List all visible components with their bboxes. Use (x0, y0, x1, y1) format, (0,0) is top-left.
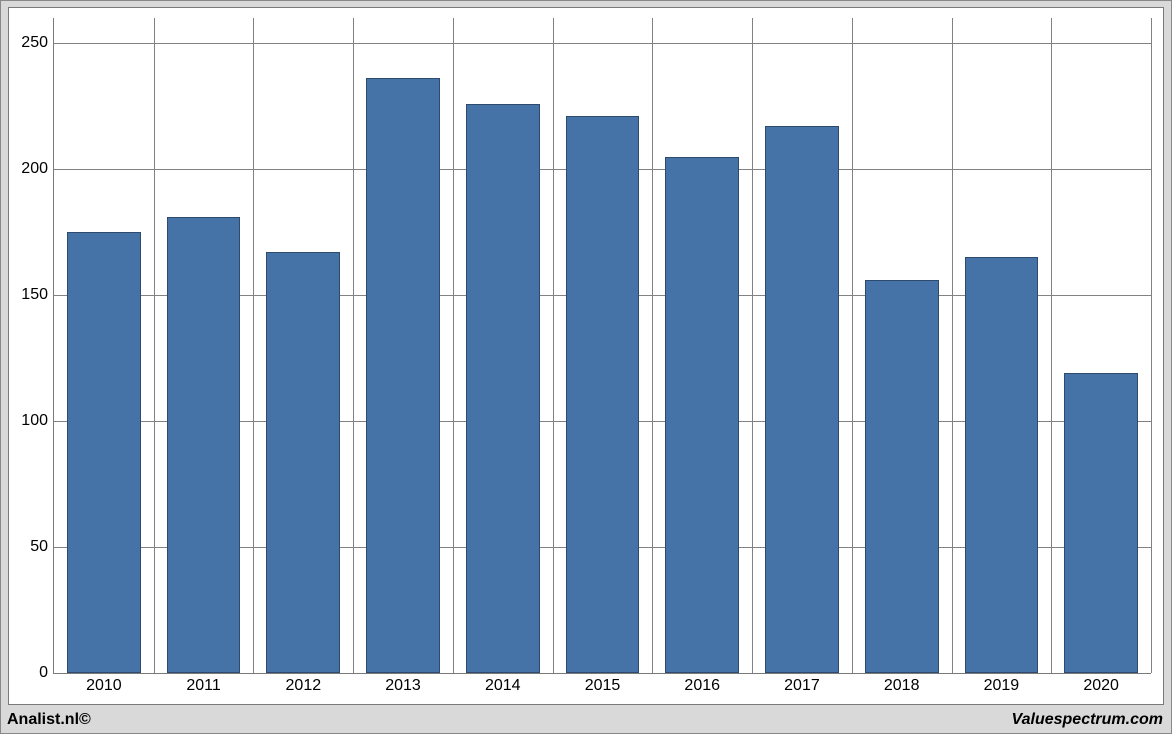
gridline-v (1151, 18, 1152, 673)
bar (67, 232, 141, 673)
bar (865, 280, 939, 673)
footer-right-credit: Valuespectrum.com (1012, 711, 1163, 729)
gridline-v (353, 18, 354, 673)
x-axis-tick-label: 2015 (585, 673, 621, 695)
plot-area: 0501001502002502010201120122013201420152… (53, 18, 1151, 674)
y-axis-tick-label: 150 (21, 286, 54, 304)
bar (366, 78, 440, 673)
y-axis-tick-label: 200 (21, 160, 54, 178)
x-axis-tick-label: 2012 (286, 673, 322, 695)
bar (1064, 373, 1138, 673)
bar (167, 217, 241, 673)
gridline-v (1051, 18, 1052, 673)
chart-container: 0 50 100 150 200 250 2010 2011 2012 2013 2014 2015 2… (0, 0, 1172, 734)
x-axis-tick-label: 2011 (186, 673, 220, 695)
gridline-v (553, 18, 554, 673)
gridline-v (952, 18, 953, 673)
gridline-v (453, 18, 454, 673)
bar (665, 157, 739, 673)
y-axis-tick-label: 50 (30, 538, 54, 556)
x-axis-tick-label: 2016 (684, 673, 720, 695)
y-axis-tick-label: 0 (39, 664, 54, 682)
gridline-v (652, 18, 653, 673)
y-axis-tick-label: 250 (21, 34, 54, 52)
x-axis-tick-label: 2019 (984, 673, 1020, 695)
gridline-v (852, 18, 853, 673)
bar (566, 116, 640, 673)
x-axis-tick-label: 2010 (86, 673, 122, 695)
x-axis-tick-label: 2013 (385, 673, 421, 695)
gridline-v (253, 18, 254, 673)
bar (965, 257, 1039, 673)
x-axis-tick-label: 2020 (1083, 673, 1119, 695)
gridline-v (154, 18, 155, 673)
plot-frame: 0 50 100 150 200 250 2010 2011 2012 2013 2014 2015 2… (8, 7, 1164, 705)
gridline-v (752, 18, 753, 673)
gridline-h (54, 43, 1151, 44)
bar (266, 252, 340, 673)
bar (765, 126, 839, 673)
x-axis-tick-label: 2014 (485, 673, 521, 695)
bar (466, 104, 540, 673)
x-axis-tick-label: 2018 (884, 673, 920, 695)
y-axis-tick-label: 100 (21, 412, 54, 430)
x-axis-tick-label: 2017 (784, 673, 820, 695)
footer-left-credit: Analist.nl© (7, 711, 91, 729)
